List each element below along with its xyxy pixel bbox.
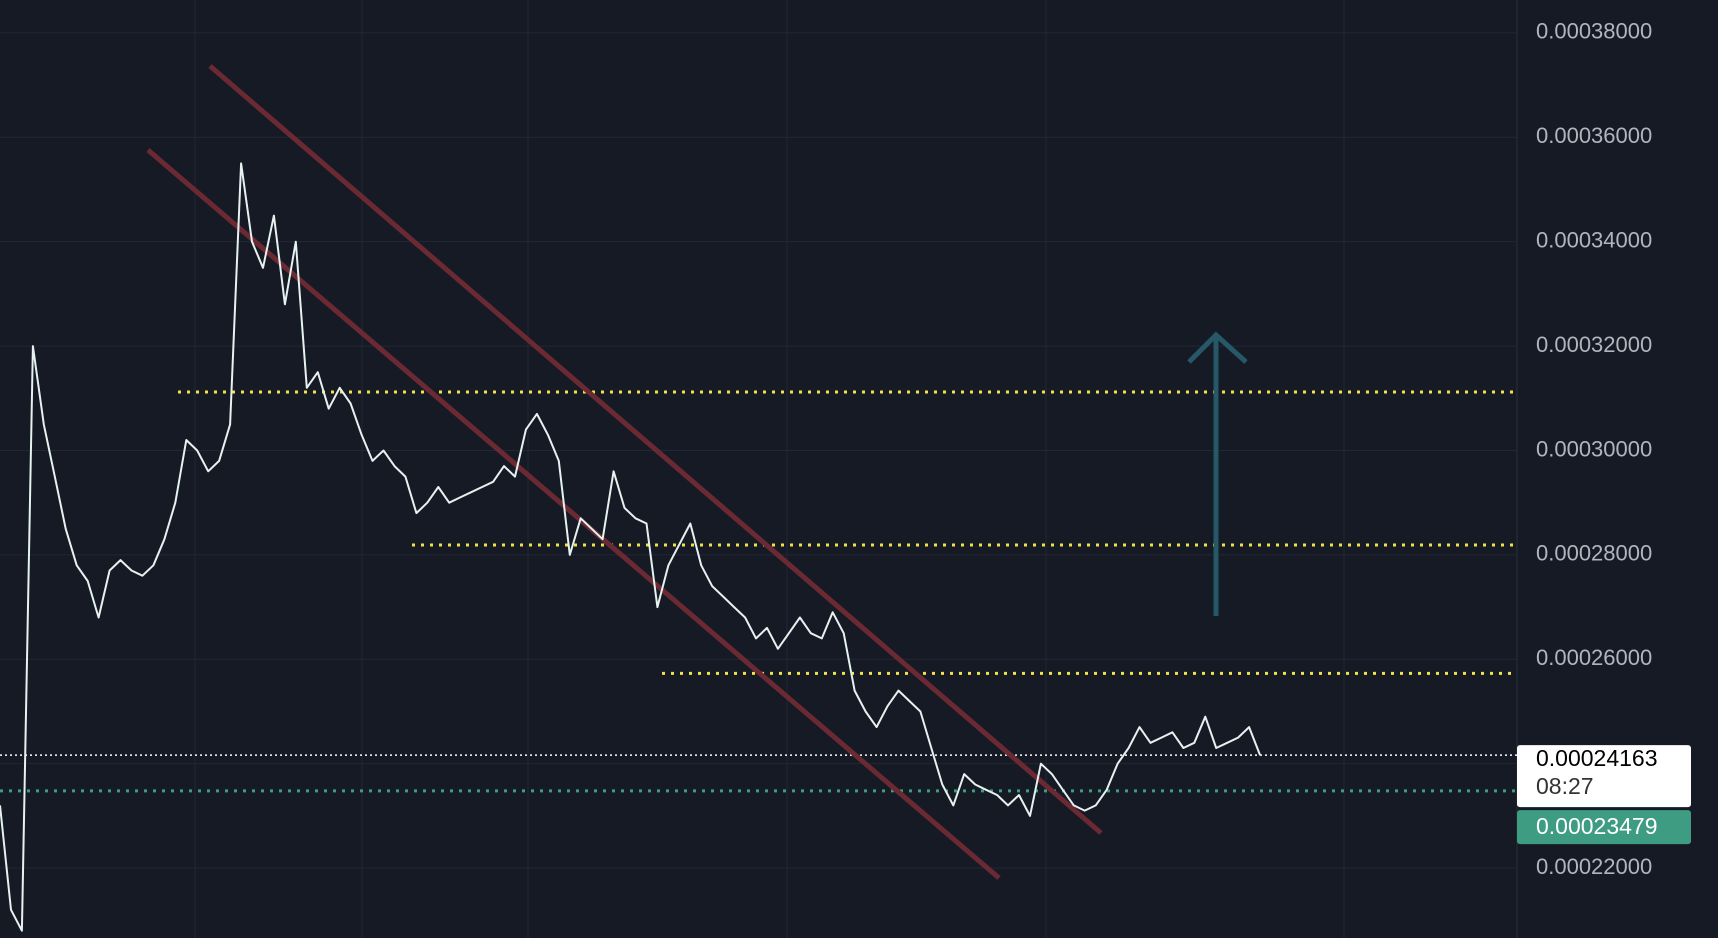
y-tick-label: 0.00026000	[1536, 645, 1652, 670]
last-price-label: 0.00024163	[1536, 745, 1658, 771]
y-tick-label: 0.00038000	[1536, 19, 1652, 44]
y-tick-label: 0.00036000	[1536, 123, 1652, 148]
price-line	[0, 162, 1262, 932]
marker-price-label: 0.00023479	[1536, 813, 1658, 839]
y-tick-label: 0.00034000	[1536, 227, 1652, 252]
countdown-label: 08:27	[1536, 773, 1594, 799]
last-price-box	[1517, 745, 1691, 808]
y-tick-label: 0.00028000	[1536, 541, 1652, 566]
y-tick-label: 0.00022000	[1536, 854, 1652, 879]
arrow-head	[1187, 331, 1248, 364]
y-tick-label: 0.00032000	[1536, 332, 1652, 357]
vertical-grid	[194, 0, 1345, 938]
marker-price-box	[1517, 810, 1691, 845]
channel-upper	[208, 64, 1103, 835]
y-tick-label: 0.00030000	[1536, 436, 1652, 461]
